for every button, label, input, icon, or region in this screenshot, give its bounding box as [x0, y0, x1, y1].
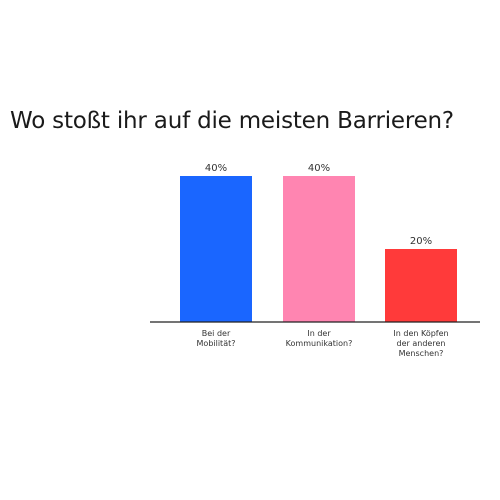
category-label-2: In der Kommunikation?: [286, 329, 353, 348]
category-label-3: In den Köpfen der anderen Menschen?: [393, 329, 448, 358]
chart-title: Wo stoßt ihr auf die meisten Barrieren?: [10, 108, 454, 134]
bar-value-label-1: 40%: [205, 163, 227, 174]
bar-value-label-2: 40%: [308, 163, 330, 174]
bars-layer: [180, 176, 457, 322]
bar-3: [385, 249, 457, 322]
labels-layer: 40% Bei der Mobilität? 40% In der Kommunikati…: [197, 163, 449, 358]
bar-2: [283, 176, 355, 322]
category-label-1: Bei der Mobilität?: [197, 329, 236, 348]
bar-1: [180, 176, 252, 322]
bar-value-label-3: 20%: [410, 236, 432, 247]
